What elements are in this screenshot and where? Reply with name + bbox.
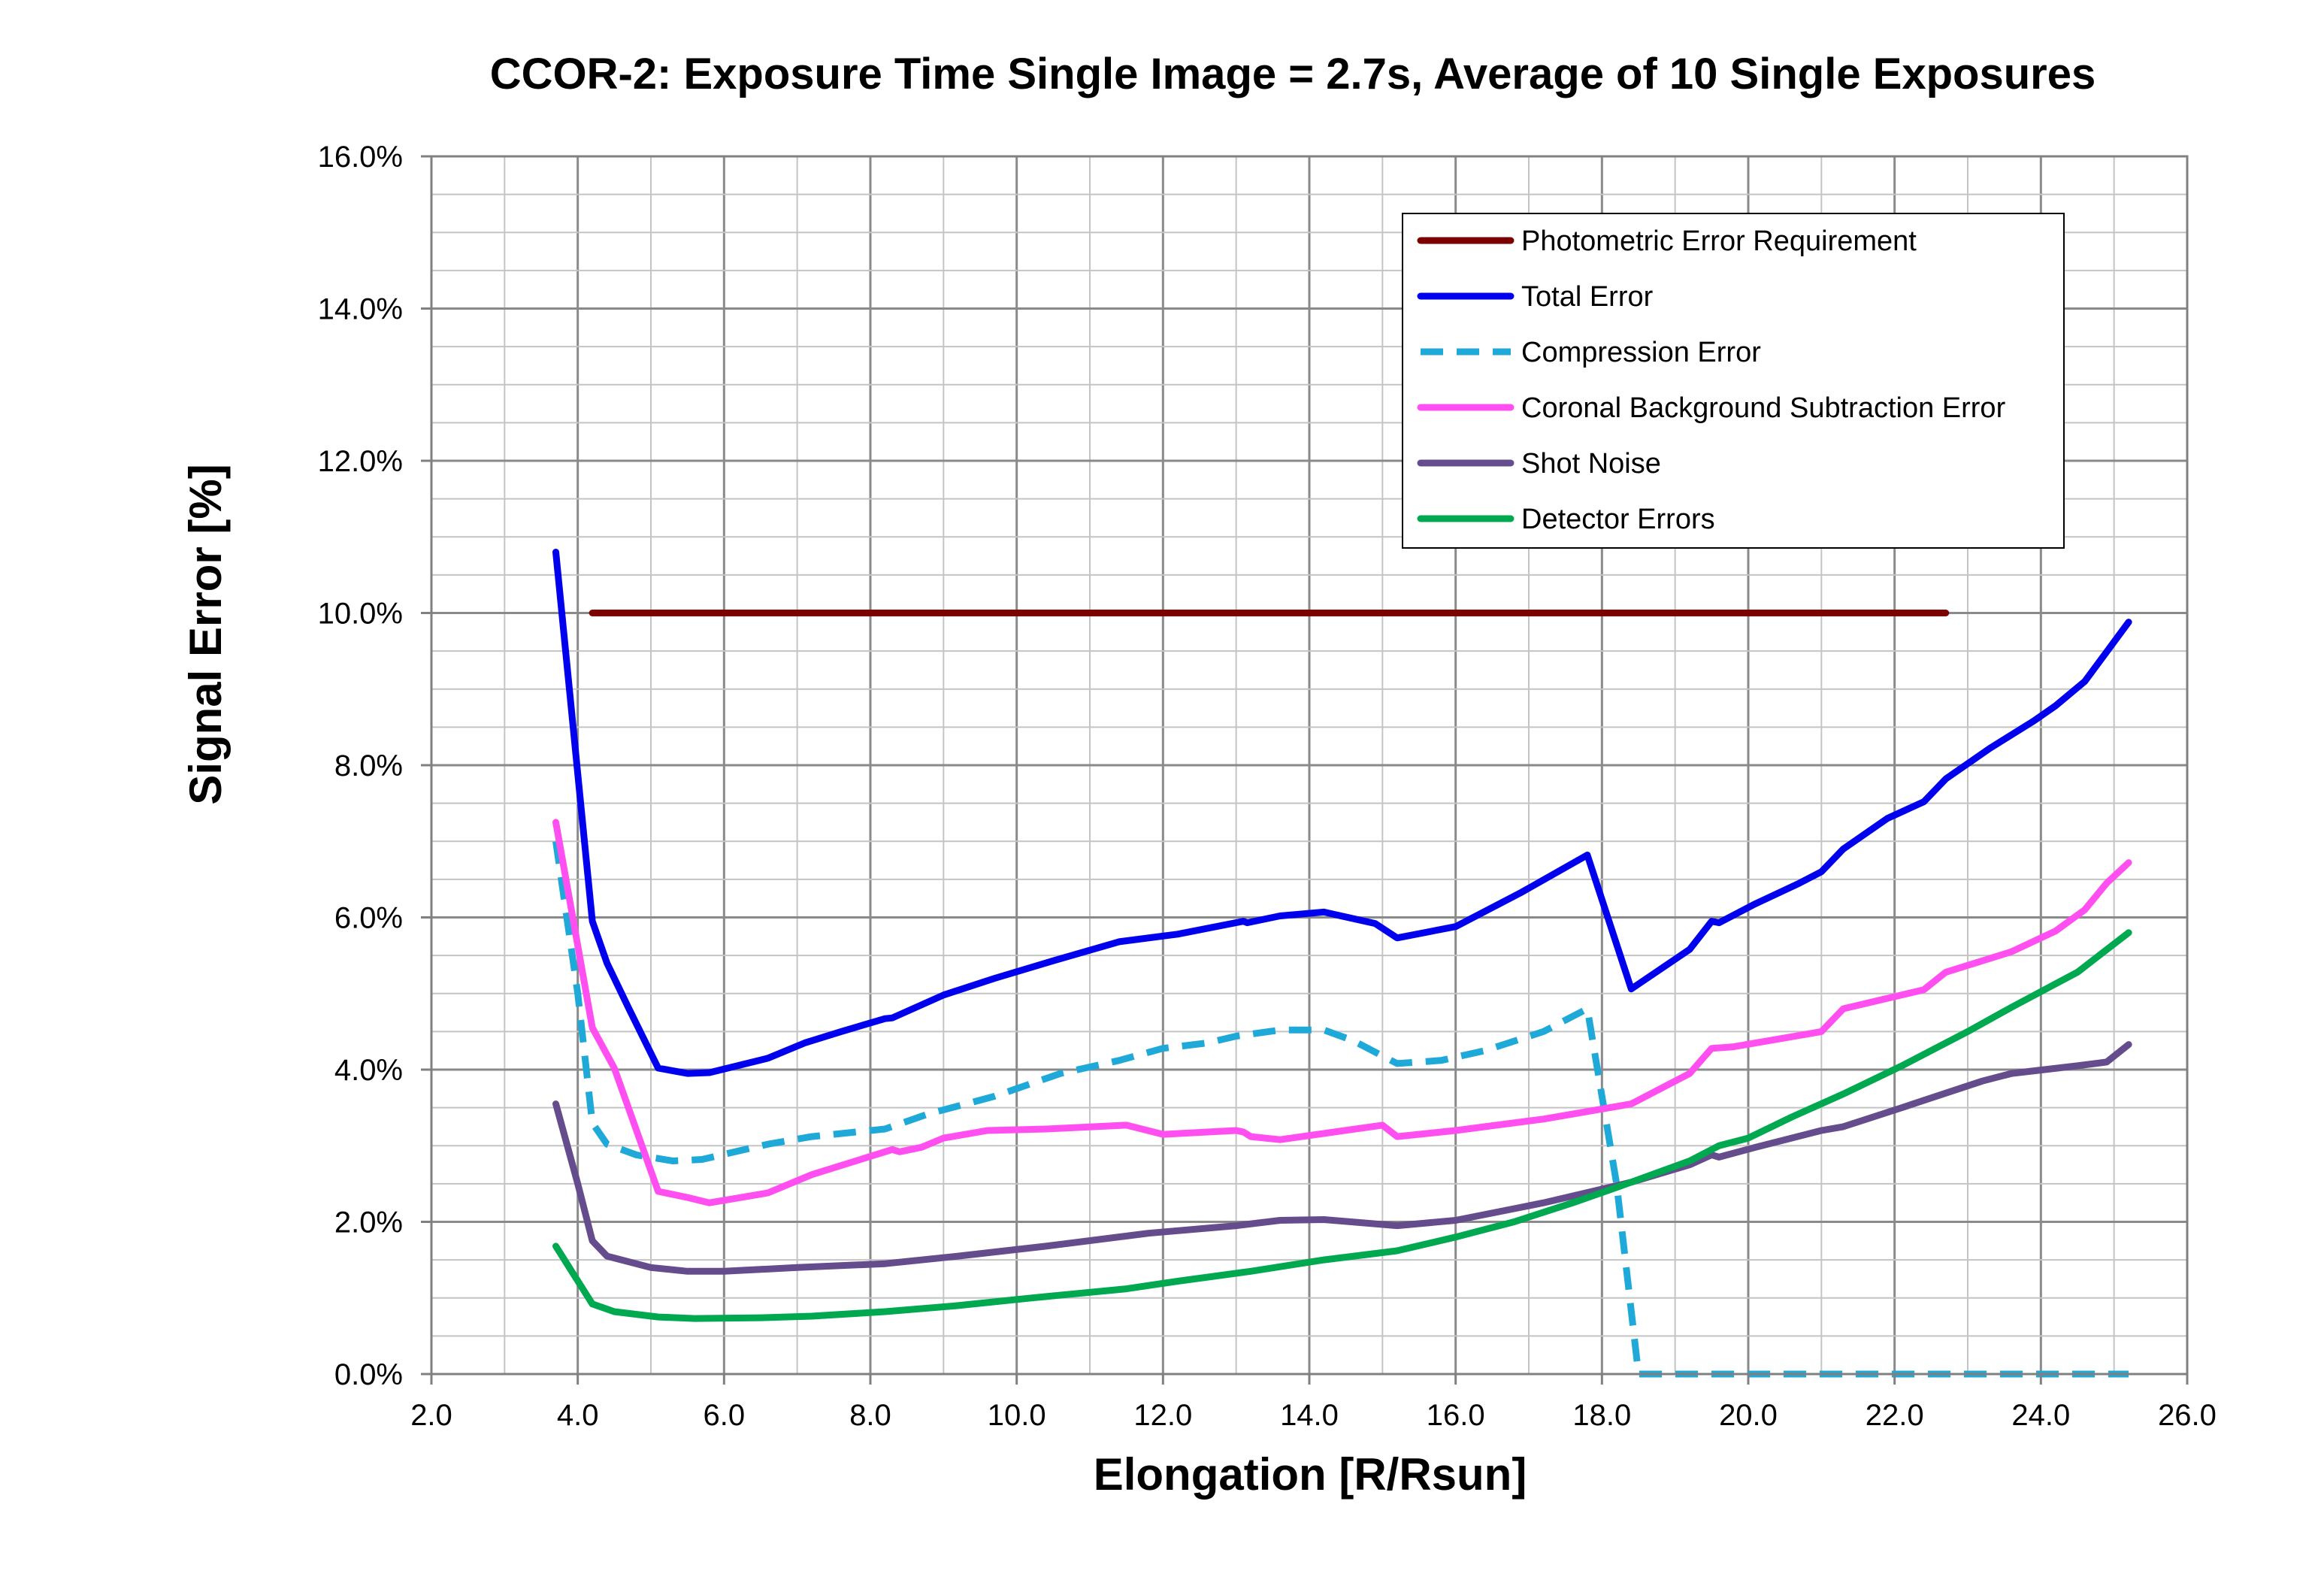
y-axis-title: Signal Error [%] (180, 464, 231, 804)
x-tick-label: 12.0 (1133, 1399, 1192, 1432)
series-line-total-error (552, 549, 2132, 1077)
y-tick-label: 8.0% (334, 749, 403, 782)
x-tick-label: 4.0 (557, 1399, 599, 1432)
legend-label: Compression Error (1521, 337, 1761, 368)
x-tick-label: 8.0 (849, 1399, 891, 1432)
x-tick-label: 18.0 (1572, 1399, 1631, 1432)
x-tick-label: 24.0 (2011, 1399, 2070, 1432)
x-tick-label: 6.0 (704, 1399, 746, 1432)
legend-label: Coronal Background Subtraction Error (1521, 392, 2006, 424)
legend: Photometric Error Requirement Total Error… (1402, 213, 2065, 549)
y-tick-label: 14.0% (318, 293, 403, 326)
legend-label: Photometric Error Requirement (1521, 225, 1917, 257)
y-tick-label: 6.0% (334, 902, 403, 935)
y-tick-label: 0.0% (334, 1358, 403, 1391)
x-tick-label: 2.0 (410, 1399, 452, 1432)
series-line-detector-errors (552, 929, 2132, 1322)
y-tick-label: 12.0% (318, 445, 403, 478)
y-tick-label: 10.0% (318, 598, 403, 631)
x-tick-label: 14.0 (1280, 1399, 1339, 1432)
series-line-shot-noise (552, 1041, 2132, 1275)
x-tick-label: 10.0 (988, 1399, 1046, 1432)
legend-label: Shot Noise (1521, 448, 1661, 480)
chart-title: CCOR-2: Exposure Time Single Image = 2.7… (490, 50, 2096, 98)
x-tick-label: 20.0 (1719, 1399, 1778, 1432)
x-tick-label: 26.0 (2158, 1399, 2217, 1432)
legend-label: Detector Errors (1521, 504, 1715, 535)
y-tick-label: 4.0% (334, 1054, 403, 1087)
x-tick-label: 22.0 (1866, 1399, 1924, 1432)
x-tick-label: 16.0 (1427, 1399, 1485, 1432)
legend-label: Total Error (1521, 281, 1654, 313)
y-tick-label: 2.0% (334, 1206, 403, 1239)
x-axis-title: Elongation [R/Rsun] (1094, 1449, 1527, 1500)
y-tick-label: 16.0% (318, 141, 403, 174)
series-lines (552, 549, 2132, 1378)
series-line-compression-error (552, 840, 2129, 1378)
tick-labels: 2.0 4.0 6.0 8.0 10.0 12.0 14.0 16.0 18.0 20.0 22.0… (318, 141, 2217, 1432)
legend-box (1402, 213, 2065, 549)
series-line-coronal-background-subtraction-error (552, 819, 2132, 1206)
